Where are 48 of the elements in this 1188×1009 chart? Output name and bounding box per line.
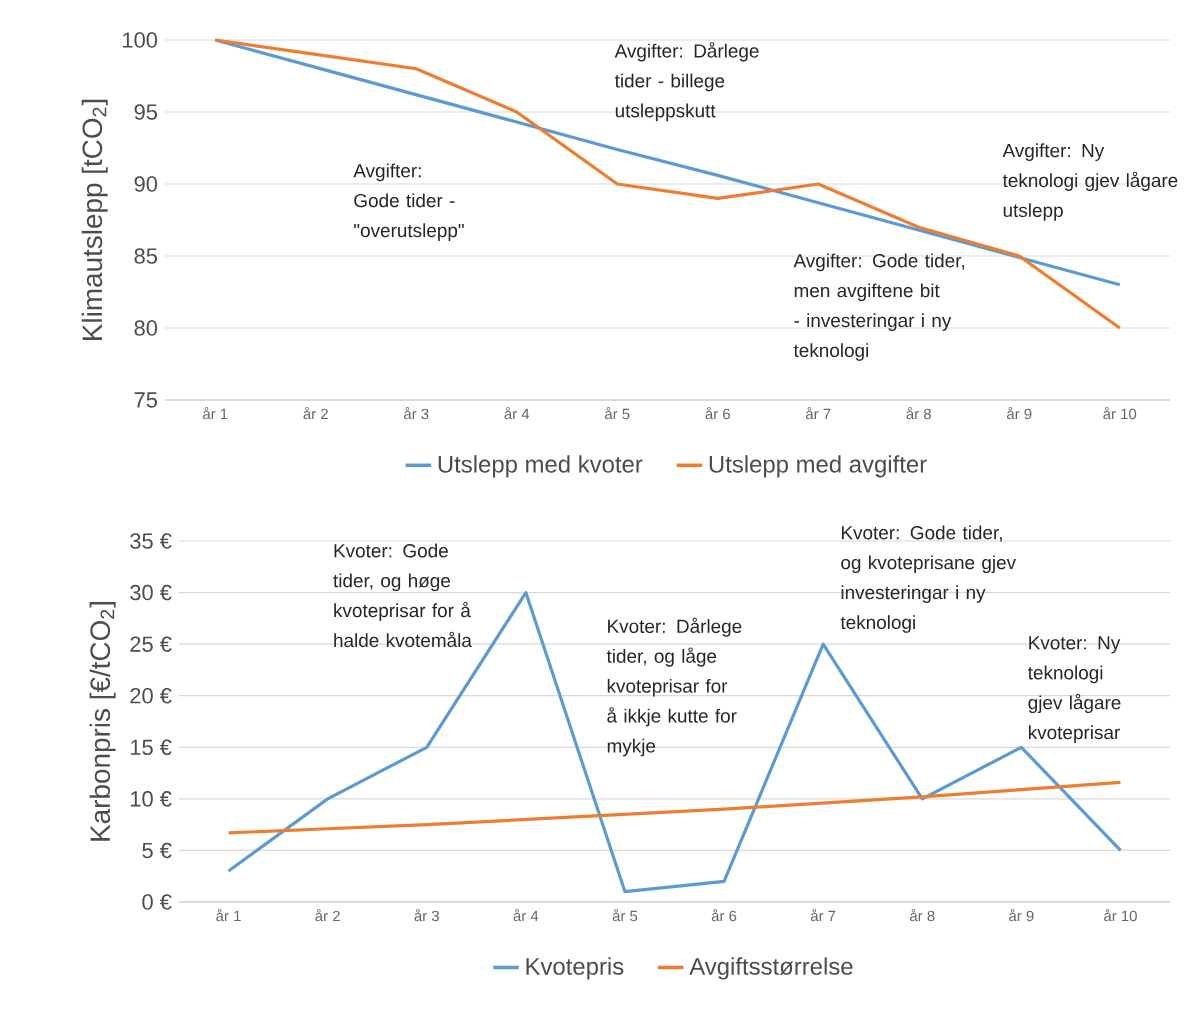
y-tick-label: 100 xyxy=(123,32,158,48)
annotation: Avgifter: Gode tider - "overutslepp" xyxy=(353,163,464,241)
y-tick-label: 35 € xyxy=(130,533,172,549)
legend-label: Utslepp med kvoter xyxy=(438,455,643,478)
y-tick-label: 20 € xyxy=(130,687,172,704)
y-tick-label: 25 € xyxy=(130,636,172,652)
y-tick-label: 85 xyxy=(134,248,158,264)
annotation: Kvoter: Ny teknologi gjev lågare kvoteprisar xyxy=(1028,636,1121,743)
y-axis-title: Karbonpris [€/tCO$_{2}$] xyxy=(89,602,116,841)
y-tick-label: 30 € xyxy=(130,584,172,601)
x-tick-label: år 7 xyxy=(806,407,831,420)
y-tick-label: 75 xyxy=(134,392,158,408)
x-tick-label: år 10 xyxy=(1103,407,1137,420)
y-tick-label: 10 € xyxy=(130,791,172,807)
y-tick-label: 15 € xyxy=(130,739,172,756)
x-tick-label: år 8 xyxy=(910,909,935,922)
x-tick-label: år 9 xyxy=(1009,909,1034,922)
annotation: Avgifter: Dårlege tider - billege utsleppskutt xyxy=(614,42,759,122)
annotation: Kvoter: Dårlege tider, og låge kvoteprisar for å ikkje kutte for mykje xyxy=(606,617,742,757)
annotation: Kvoter: Gode tider, og kvoteprisane gjev investeringar i ny teknologi xyxy=(840,525,1017,633)
y-tick-label: 0 € xyxy=(142,894,172,910)
annotation: Avgifter: Ny teknologi gjev lågare utslepp xyxy=(1002,143,1178,221)
x-tick-label: år 2 xyxy=(303,407,328,420)
legend-label: Avgiftsstørrelse xyxy=(689,957,853,980)
x-tick-label: år 6 xyxy=(705,407,730,420)
x-tick-label: år 2 xyxy=(315,909,340,922)
annotation: Avgifter: Gode tider, men avgiftene bit - investeringar i ny teknologi xyxy=(793,253,965,361)
y-tick-label: 5 € xyxy=(142,842,172,859)
x-tick-label: år 3 xyxy=(414,909,439,922)
y-tick-label: 95 xyxy=(134,104,158,120)
x-tick-label: år 5 xyxy=(605,407,630,420)
y-tick-label: 80 xyxy=(134,320,158,336)
annotation: Kvoter: Gode tider, og høge kvoteprisar for å halde kvotemåla xyxy=(333,543,472,648)
legend-label: Kvotepris xyxy=(526,957,624,980)
x-tick-label: år 7 xyxy=(810,909,836,922)
x-tick-label: år 1 xyxy=(203,407,228,420)
x-tick-label: år 9 xyxy=(1007,407,1032,420)
y-tick-label: 90 xyxy=(134,176,158,192)
x-tick-label: år 1 xyxy=(216,909,241,922)
y-axis-title: Klimautslepp [tCO$_{2}$] xyxy=(81,99,108,340)
legend-label: Utslepp med avgifter xyxy=(709,455,927,478)
x-tick-label: år 10 xyxy=(1104,909,1137,922)
x-tick-label: år 3 xyxy=(404,407,429,420)
x-tick-label: år 8 xyxy=(906,407,931,420)
x-tick-label: år 4 xyxy=(513,909,539,922)
x-tick-label: år 5 xyxy=(612,909,638,922)
x-tick-label: år 4 xyxy=(504,407,530,420)
x-tick-label: år 6 xyxy=(711,909,737,922)
